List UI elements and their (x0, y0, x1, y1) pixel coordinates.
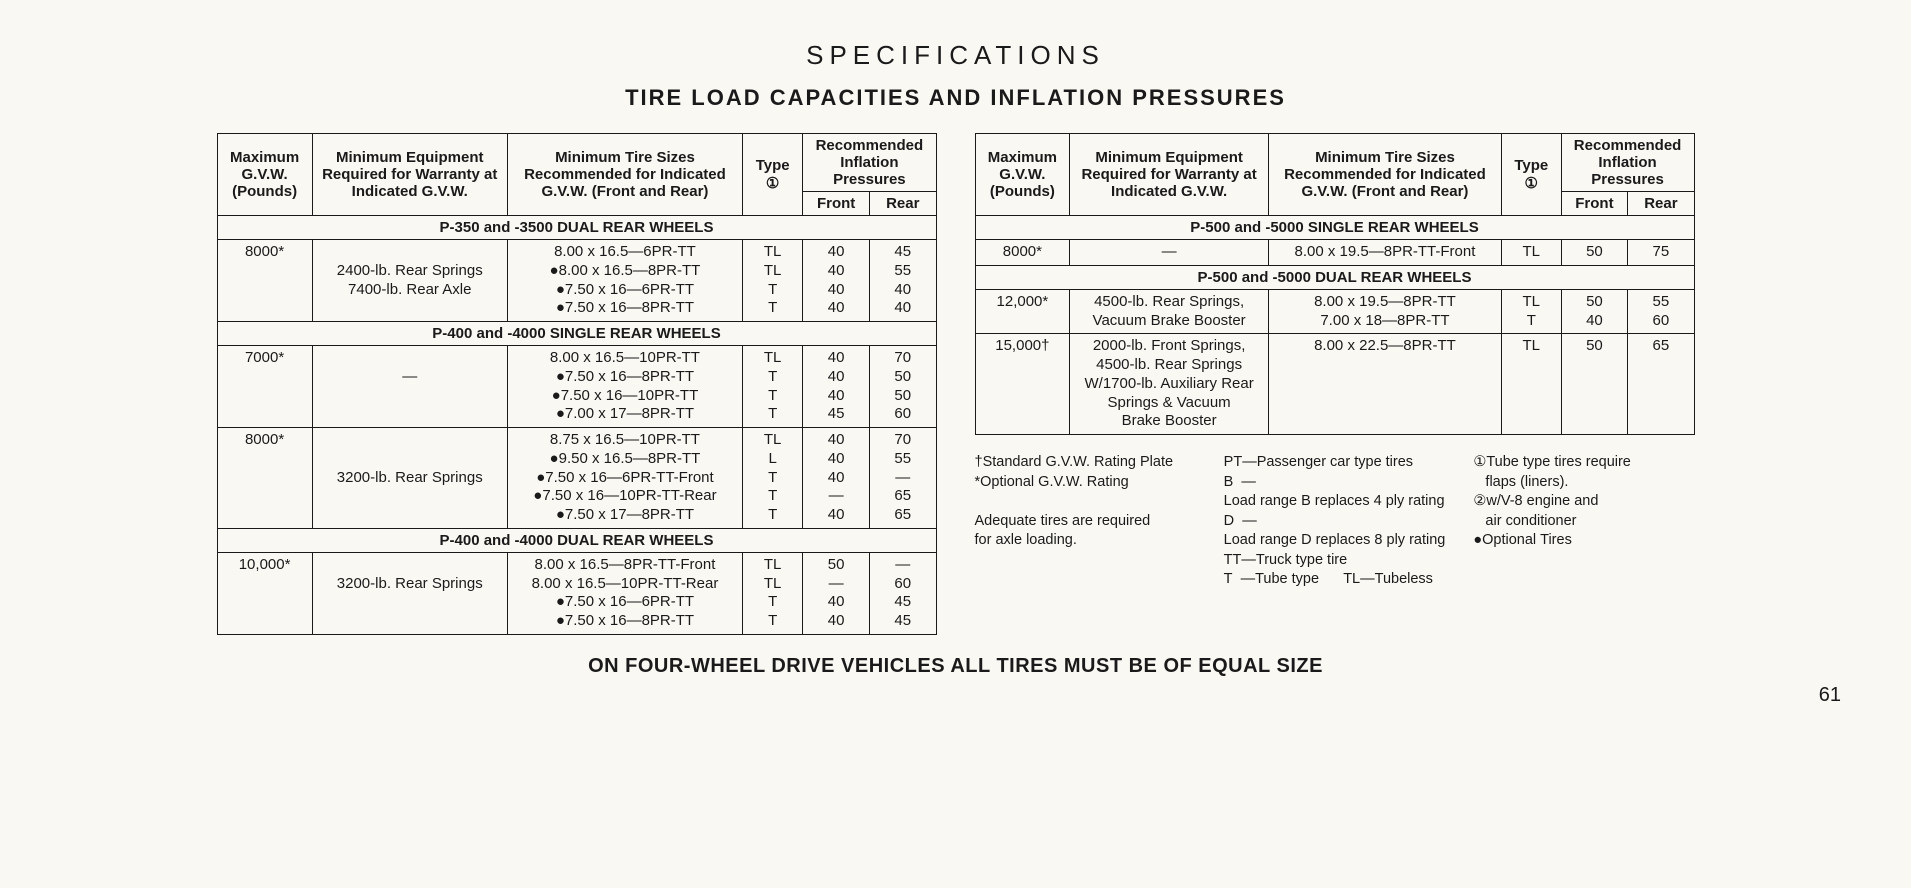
cell-equip: 3200-lb. Rear Springs (312, 428, 507, 529)
cell-tire: 8.00 x 22.5—8PR-TT (1268, 334, 1501, 435)
data-row: 8000* — 8.00 x 19.5—8PR-TT-Front TL 50 7… (975, 240, 1694, 266)
cell-type: TL (1501, 240, 1561, 266)
section-header: P-400 and -4000 SINGLE REAR WHEELS (217, 322, 936, 346)
cell-rear: —604545 (870, 552, 936, 634)
footnote-col-1: †Standard G.V.W. Rating Plate*Optional G… (975, 453, 1196, 590)
cell-gvw: 12,000* (975, 289, 1070, 334)
cell-front: 40404045 (803, 346, 870, 428)
page-number: 61 (60, 684, 1851, 707)
cell-type: TL (1501, 334, 1561, 435)
cell-tire: 8.00 x 16.5—10PR-TT●7.50 x 16—8PR-TT●7.5… (507, 346, 742, 428)
cell-front: 5040 (1561, 289, 1628, 334)
section-header: P-500 and -5000 DUAL REAR WHEELS (975, 265, 1694, 289)
cell-equip: 2000-lb. Front Springs,4500-lb. Rear Spr… (1070, 334, 1269, 435)
cell-rear: 65 (1628, 334, 1694, 435)
cell-rear: 75 (1628, 240, 1694, 266)
th-pressures: Recommended Inflation Pressures (803, 134, 936, 192)
right-table: Maximum G.V.W. (Pounds) Minimum Equipmen… (975, 133, 1695, 435)
cell-front: 404040—40 (803, 428, 870, 529)
cell-gvw: 15,000† (975, 334, 1070, 435)
th-front: Front (803, 192, 870, 216)
th-equip: Minimum Equipment Required for Warranty … (312, 134, 507, 216)
cell-tire: 8.00 x 19.5—8PR-TT-Front (1268, 240, 1501, 266)
data-row: 8000* 2400-lb. Rear Springs7400-lb. Rear… (217, 240, 936, 322)
cell-gvw: 8000* (217, 428, 312, 529)
th-rear: Rear (1628, 192, 1694, 216)
th-pressures: Recommended Inflation Pressures (1561, 134, 1694, 192)
cell-front: 40404040 (803, 240, 870, 322)
footnotes: †Standard G.V.W. Rating Plate*Optional G… (975, 453, 1695, 590)
cell-type: TLTLTT (743, 240, 803, 322)
cell-type: TLT (1501, 289, 1561, 334)
cell-rear: 5560 (1628, 289, 1694, 334)
th-gvw: Maximum G.V.W. (Pounds) (975, 134, 1070, 216)
cell-tire: 8.00 x 16.5—6PR-TT●8.00 x 16.5—8PR-TT●7.… (507, 240, 742, 322)
cell-gvw: 7000* (217, 346, 312, 428)
th-type: Type ① (1501, 134, 1561, 216)
cell-equip: 4500-lb. Rear Springs,Vacuum Brake Boost… (1070, 289, 1269, 334)
cell-gvw: 10,000* (217, 552, 312, 634)
left-table: Maximum G.V.W. (Pounds) Minimum Equipmen… (217, 133, 937, 635)
cell-type: TLTLTT (743, 552, 803, 634)
data-row: 10,000* 3200-lb. Rear Springs 8.00 x 16.… (217, 552, 936, 634)
cell-rear: 70505060 (870, 346, 936, 428)
cell-rear: 7055—6565 (870, 428, 936, 529)
th-front: Front (1561, 192, 1628, 216)
data-row: 12,000* 4500-lb. Rear Springs,Vacuum Bra… (975, 289, 1694, 334)
th-equip: Minimum Equipment Required for Warranty … (1070, 134, 1269, 216)
cell-gvw: 8000* (975, 240, 1070, 266)
cell-front: 50 (1561, 334, 1628, 435)
th-type: Type ① (743, 134, 803, 216)
cell-equip: 3200-lb. Rear Springs (312, 552, 507, 634)
data-row: 7000* — 8.00 x 16.5—10PR-TT●7.50 x 16—8P… (217, 346, 936, 428)
tables-container: Maximum G.V.W. (Pounds) Minimum Equipmen… (60, 133, 1851, 635)
cell-tire: 8.75 x 16.5—10PR-TT●9.50 x 16.5—8PR-TT●7… (507, 428, 742, 529)
cell-front: 50—4040 (803, 552, 870, 634)
bottom-note: ON FOUR-WHEEL DRIVE VEHICLES ALL TIRES M… (60, 655, 1851, 678)
th-rear: Rear (870, 192, 936, 216)
cell-gvw: 8000* (217, 240, 312, 322)
cell-type: TLLTTT (743, 428, 803, 529)
th-tire: Minimum Tire Sizes Recommended for Indic… (1268, 134, 1501, 216)
section-header: P-500 and -5000 SINGLE REAR WHEELS (975, 216, 1694, 240)
section-header: P-350 and -3500 DUAL REAR WHEELS (217, 216, 936, 240)
section-header: P-400 and -4000 DUAL REAR WHEELS (217, 528, 936, 552)
page-subtitle: TIRE LOAD CAPACITIES AND INFLATION PRESS… (60, 85, 1851, 111)
th-gvw: Maximum G.V.W. (Pounds) (217, 134, 312, 216)
page-title: SPECIFICATIONS (60, 40, 1851, 71)
cell-equip: 2400-lb. Rear Springs7400-lb. Rear Axle (312, 240, 507, 322)
cell-rear: 45554040 (870, 240, 936, 322)
cell-equip: — (1070, 240, 1269, 266)
cell-front: 50 (1561, 240, 1628, 266)
footnote-col-3: ①Tube type tires require flaps (liners).… (1473, 453, 1694, 590)
th-tire: Minimum Tire Sizes Recommended for Indic… (507, 134, 742, 216)
data-row: 15,000† 2000-lb. Front Springs,4500-lb. … (975, 334, 1694, 435)
cell-tire: 8.00 x 19.5—8PR-TT7.00 x 18—8PR-TT (1268, 289, 1501, 334)
cell-equip: — (312, 346, 507, 428)
cell-type: TLTTT (743, 346, 803, 428)
cell-tire: 8.00 x 16.5—8PR-TT-Front8.00 x 16.5—10PR… (507, 552, 742, 634)
footnote-col-2: PT—Passenger car type tiresB —Load range… (1224, 453, 1446, 590)
data-row: 8000* 3200-lb. Rear Springs 8.75 x 16.5—… (217, 428, 936, 529)
